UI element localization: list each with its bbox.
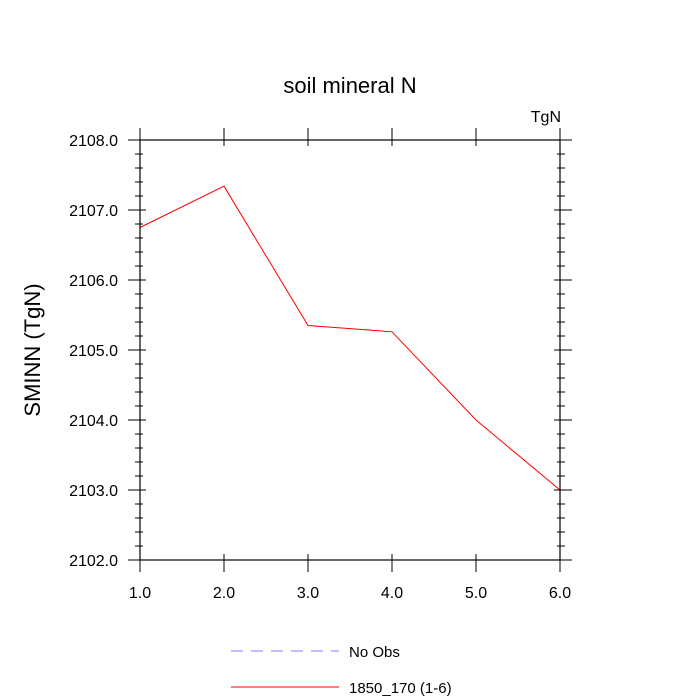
tick-labels: 1.0 2.0 3.0 4.0 5.0 6.0 2102.0 2103.0 2104.0 2105… xyxy=(69,133,571,602)
y-tick-label: 2108.0 xyxy=(69,133,118,150)
x-tick-label: 2.0 xyxy=(213,585,235,602)
y-tick-label: 2106.0 xyxy=(69,273,118,290)
series-layer xyxy=(139,185,561,491)
x-tick-label: 1.0 xyxy=(129,585,151,602)
y-axis-label: SMINN (TgN) xyxy=(20,283,45,416)
legend-label: 1850_170 (1-6) xyxy=(349,680,452,697)
y-tick-label: 2107.0 xyxy=(69,203,118,220)
legend: No Obs 1850_170 (1-6) xyxy=(231,644,452,697)
chart-title: soil mineral N xyxy=(283,73,416,98)
units-label: TgN xyxy=(531,109,561,126)
y-tick-label: 2105.0 xyxy=(69,343,118,360)
x-tick-label: 4.0 xyxy=(381,585,403,602)
legend-label: No Obs xyxy=(349,644,400,661)
x-tick-label: 5.0 xyxy=(465,585,487,602)
axis-ticks xyxy=(128,128,572,572)
x-tick-label: 6.0 xyxy=(549,585,571,602)
series-line xyxy=(139,185,561,491)
y-tick-label: 2103.0 xyxy=(69,483,118,500)
y-tick-label: 2102.0 xyxy=(69,553,118,570)
x-tick-label: 3.0 xyxy=(297,585,319,602)
y-tick-label: 2104.0 xyxy=(69,413,118,430)
plot-frame xyxy=(139,139,561,561)
